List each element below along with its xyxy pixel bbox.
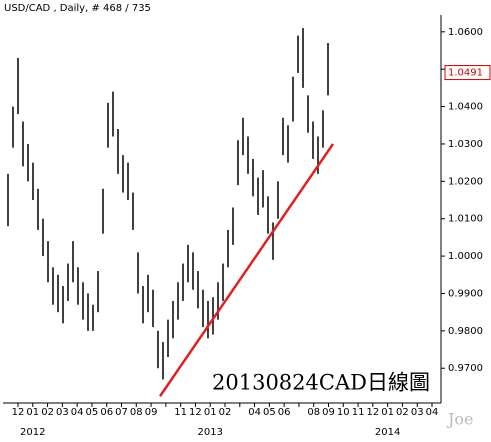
y-tick-label: 1.0300 xyxy=(448,139,483,150)
x-tick-label: 12 xyxy=(12,407,25,418)
x-tick-label: 02 xyxy=(396,407,409,418)
x-tick-label: 02 xyxy=(219,407,232,418)
last-price-box xyxy=(444,65,491,81)
x-tick-label: 06 xyxy=(100,407,113,418)
chart-title: USD/CAD , Daily, # 468 / 735 xyxy=(4,3,151,14)
x-tick-label: 08 xyxy=(307,407,320,418)
x-tick-label: 09 xyxy=(145,407,158,418)
y-tick-label: 1.0000 xyxy=(448,251,483,262)
x-tick-label: 12 xyxy=(366,407,379,418)
y-tick-label: 1.0100 xyxy=(448,214,483,225)
y-tick-label: 0.9900 xyxy=(448,288,483,299)
trendline xyxy=(158,143,335,397)
x-tick-label: 06 xyxy=(278,407,291,418)
watermark: Joe xyxy=(446,410,474,429)
x-tick-label: 07 xyxy=(115,407,128,418)
x-tick-label: 01 xyxy=(204,407,217,418)
x-tick-label: 09 xyxy=(322,407,335,418)
y-tick-label: 0.9800 xyxy=(448,326,483,337)
y-tick-label: 1.0600 xyxy=(448,27,483,38)
x-tick-label: 11 xyxy=(174,407,187,418)
y-tick-label: 0.9700 xyxy=(448,363,483,374)
x-tick-label: 03 xyxy=(411,407,424,418)
x-tick-label: 03 xyxy=(56,407,69,418)
x-tick-label: 12 xyxy=(189,407,202,418)
year-label: 2014 xyxy=(375,427,400,438)
year-label: 2012 xyxy=(20,427,45,438)
x-tick-label: 04 xyxy=(248,407,261,418)
annotation: 20130824CAD日線圖 xyxy=(212,371,430,395)
x-tick-label: 08 xyxy=(130,407,143,418)
x-tick-label: 04 xyxy=(426,407,439,418)
y-tick-label: 1.0400 xyxy=(448,102,483,113)
year-label: 2013 xyxy=(197,427,222,438)
x-tick-label: 04 xyxy=(71,407,84,418)
x-tick-label: 11 xyxy=(352,407,365,418)
y-tick-label: 1.0200 xyxy=(448,176,483,187)
x-tick-label: 05 xyxy=(86,407,99,418)
x-tick-label: 02 xyxy=(41,407,54,418)
x-tick-label: 10 xyxy=(337,407,350,418)
x-tick-label: 05 xyxy=(263,407,276,418)
last-price-label: 1.0491 xyxy=(448,68,483,79)
x-tick-label: 01 xyxy=(381,407,394,418)
x-tick-label: 01 xyxy=(26,407,39,418)
